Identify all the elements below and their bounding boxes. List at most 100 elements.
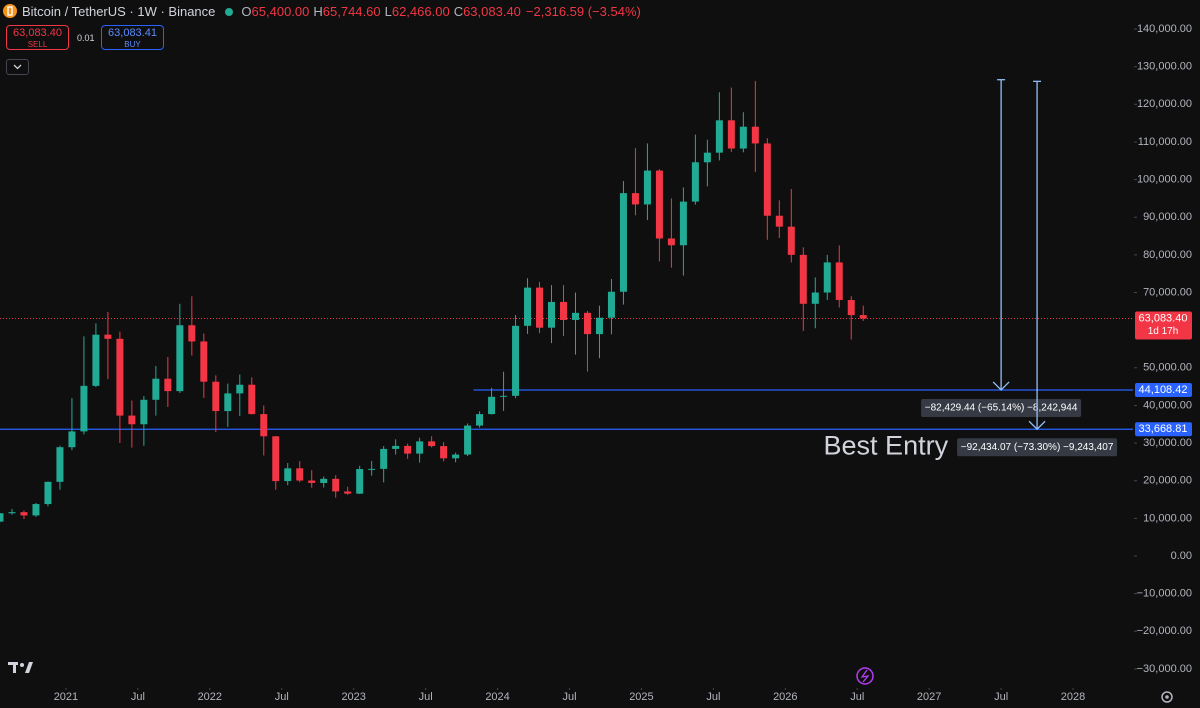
candle-body xyxy=(8,512,16,514)
candle-body xyxy=(104,334,112,339)
sell-price: 63,083.40 xyxy=(13,27,62,39)
x-tick-label: Jul xyxy=(994,691,1008,703)
ohlc-label: H xyxy=(313,4,323,19)
buy-button[interactable]: 63,083.41 BUY xyxy=(101,25,164,50)
candle-body xyxy=(512,325,520,396)
candle-body xyxy=(320,478,328,483)
candle-body xyxy=(643,170,651,205)
measure-arrow xyxy=(992,381,1010,391)
candles xyxy=(0,80,867,523)
settings-icon[interactable] xyxy=(1161,691,1173,703)
candle-body xyxy=(799,254,807,304)
x-tick-label: 2025 xyxy=(629,691,653,703)
ohlc-value: 65,744.60 xyxy=(322,4,381,19)
collapse-button[interactable] xyxy=(6,59,29,75)
candle-body xyxy=(92,334,100,386)
y-tick-label: −10,000.00 xyxy=(1137,588,1192,600)
ohlc-label: C xyxy=(453,4,464,19)
candle-body xyxy=(152,378,160,400)
candle-body xyxy=(727,120,735,149)
ohlc-label: L xyxy=(384,4,392,19)
candle-body xyxy=(440,446,448,459)
price-label-box xyxy=(1135,311,1192,340)
candle-body xyxy=(404,445,412,454)
candle-body xyxy=(811,292,819,304)
candle-body xyxy=(571,312,579,320)
candle-body xyxy=(823,262,831,293)
measure-box xyxy=(957,438,1118,457)
ohlc: O65,400.00 H65,744.60 L62,466.00 C63,083.40 xyxy=(237,4,521,19)
ohlc-value: 62,466.00 xyxy=(391,4,450,19)
alert-icon[interactable] xyxy=(856,667,874,685)
chevron xyxy=(13,64,22,70)
candle-body xyxy=(200,341,208,382)
candle-body xyxy=(140,399,148,425)
x-tick-label: 2024 xyxy=(485,691,509,703)
candle-body xyxy=(20,512,28,516)
y-tick-label: 100,000.00 xyxy=(1137,173,1192,185)
header: Bitcoin / TetherUS · 1W · Binance O65,40… xyxy=(22,4,641,19)
countdown: 1d 17h xyxy=(1148,326,1179,337)
candle-body xyxy=(380,448,388,469)
y-tick-label: 130,000.00 xyxy=(1137,61,1192,73)
y-tick-label: 80,000.00 xyxy=(1143,249,1192,261)
x-tick-label: Jul xyxy=(706,691,720,703)
price-label: 63,083.40 xyxy=(1139,312,1188,324)
candle-body xyxy=(368,468,376,470)
candle-body xyxy=(80,385,88,432)
candle-body xyxy=(428,441,436,447)
candle-body xyxy=(32,504,40,516)
annotation: Best Entry xyxy=(824,430,949,460)
candle-body xyxy=(392,445,400,449)
x-tick-label: 2028 xyxy=(1061,691,1085,703)
candle-body xyxy=(44,481,52,505)
candle-body xyxy=(476,414,484,426)
candle-body xyxy=(452,454,460,459)
buy-price: 63,083.41 xyxy=(108,27,157,39)
symbol[interactable]: Bitcoin / TetherUS · 1W · Binance xyxy=(22,4,216,19)
candle-body xyxy=(859,315,867,319)
y-tick-label: −20,000.00 xyxy=(1137,625,1192,637)
sell-button[interactable]: 63,083.40 SELL xyxy=(6,25,69,50)
x-tick-label: Jul xyxy=(275,691,289,703)
sell-label: SELL xyxy=(27,40,48,49)
ohlc-label: O xyxy=(241,4,252,19)
candle-body xyxy=(272,436,280,482)
x-tick-label: 2023 xyxy=(341,691,365,703)
candle-body xyxy=(548,301,556,328)
price-label: 44,108.42 xyxy=(1139,384,1188,396)
change: −2,316.59 (−3.54%) xyxy=(525,4,641,19)
candle-body xyxy=(56,447,64,482)
candle-body xyxy=(739,126,747,149)
symbol-icon xyxy=(3,4,17,18)
order-size[interactable]: 0.01 xyxy=(77,33,95,43)
price-lines xyxy=(0,318,1133,430)
candle-body xyxy=(679,201,687,246)
candle-body xyxy=(536,287,544,328)
candle-body xyxy=(308,480,316,483)
x-tick-label: Jul xyxy=(131,691,145,703)
y-tick-label: 50,000.00 xyxy=(1143,362,1192,374)
candle-body xyxy=(128,415,136,425)
candle-body xyxy=(715,120,723,153)
candle-body xyxy=(488,396,496,415)
candle-body xyxy=(655,170,663,239)
candle-body xyxy=(116,338,124,416)
candle-body xyxy=(667,238,675,246)
candle-body xyxy=(416,441,424,454)
candle-body xyxy=(236,384,244,394)
y-tick-label: 0.00 xyxy=(1171,550,1192,562)
candle-body xyxy=(847,300,855,316)
price-label-box xyxy=(1135,422,1192,437)
candle-body xyxy=(595,317,603,335)
buy-label: BUY xyxy=(124,40,141,49)
y-tick-label: 90,000.00 xyxy=(1143,211,1192,223)
price-label-box xyxy=(1135,382,1192,397)
candle-body xyxy=(751,126,759,144)
y-tick-label: 110,000.00 xyxy=(1138,136,1192,148)
candle-body xyxy=(703,152,711,163)
y-tick-label: 70,000.00 xyxy=(1143,286,1192,298)
candle-body xyxy=(607,291,615,318)
